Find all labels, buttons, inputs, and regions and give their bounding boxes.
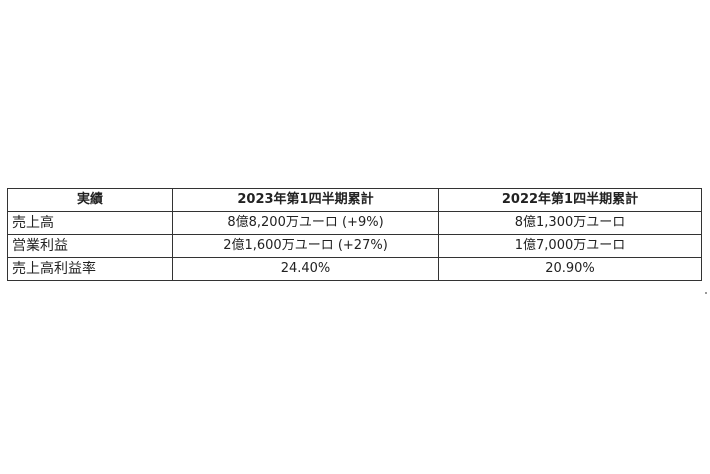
table-row: 売上高利益率 24.40% 20.90%	[7, 257, 702, 281]
row-label: 売上高	[7, 211, 173, 235]
row-label: 売上高利益率	[7, 257, 173, 281]
cell-2022: 20.90%	[438, 257, 702, 281]
table-row: 営業利益 2億1,600万ユーロ (+27%) 1億7,000万ユーロ	[7, 234, 702, 258]
results-table: 実績 2023年第1四半期累計 2022年第1四半期累計 売上高 8億8,200…	[7, 188, 702, 281]
cell-2023: 2億1,600万ユーロ (+27%)	[172, 234, 439, 258]
cell-2023: 8億8,200万ユーロ (+9%)	[172, 211, 439, 235]
cell-2022: 1億7,000万ユーロ	[438, 234, 702, 258]
table-header-row: 実績 2023年第1四半期累計 2022年第1四半期累計	[7, 188, 702, 212]
cell-2022: 8億1,300万ユーロ	[438, 211, 702, 235]
header-results: 実績	[7, 188, 173, 212]
stray-mark	[705, 292, 707, 294]
header-2023-q1: 2023年第1四半期累計	[172, 188, 439, 212]
row-label: 営業利益	[7, 234, 173, 258]
table-row: 売上高 8億8,200万ユーロ (+9%) 8億1,300万ユーロ	[7, 211, 702, 235]
cell-2023: 24.40%	[172, 257, 439, 281]
header-2022-q1: 2022年第1四半期累計	[438, 188, 702, 212]
